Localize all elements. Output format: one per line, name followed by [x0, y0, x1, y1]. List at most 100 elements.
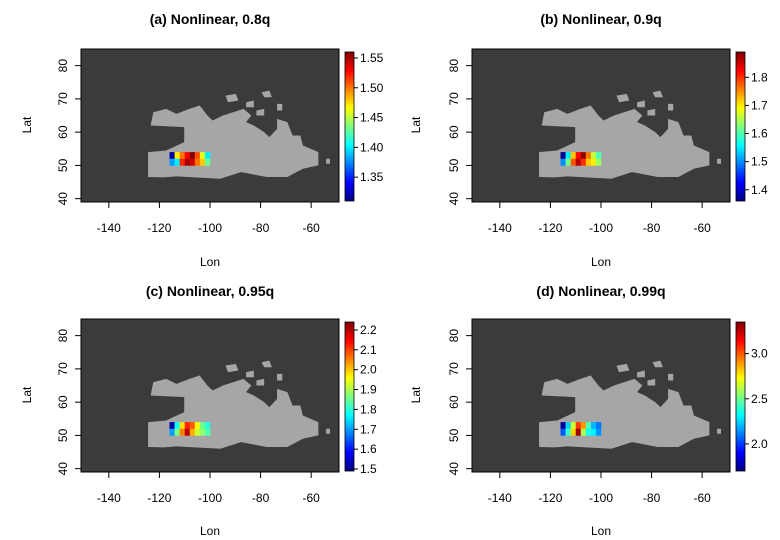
hotspot-cell	[590, 428, 597, 436]
y-tick-label: 40	[447, 462, 461, 476]
y-tick-label: 80	[447, 59, 461, 73]
y-tick-label: 80	[56, 329, 70, 343]
y-axis-ticks: 40 50 60 70 80	[447, 329, 472, 476]
x-tick-label: -80	[252, 491, 270, 505]
y-tick-label: 40	[56, 462, 70, 476]
colorbar	[735, 321, 746, 472]
x-tick-label: -100	[589, 491, 613, 505]
hotspot-cell	[184, 152, 191, 160]
x-tick-label: -60	[694, 221, 712, 235]
hotspot-cell	[199, 422, 206, 430]
hotspot-cell	[179, 152, 186, 160]
y-axis-label: Lat	[409, 386, 423, 403]
hotspot-cell	[194, 152, 201, 160]
hotspot-cell	[560, 422, 566, 430]
hotspot-cell	[194, 158, 201, 166]
x-tick-label: -140	[488, 491, 512, 505]
y-tick-label: 60	[447, 125, 461, 139]
y-tick-label: 50	[447, 158, 461, 172]
hotspot-cell	[575, 152, 582, 160]
colorbar	[735, 51, 746, 202]
hotspot-cell	[179, 158, 186, 166]
y-axis-ticks: 40 50 60 70 80	[447, 59, 472, 206]
hotspot-cells	[169, 152, 211, 166]
hotspot-cell	[565, 152, 571, 160]
hotspot-cell	[595, 428, 602, 436]
colorbar-tick-label: 1.35	[360, 170, 384, 184]
y-tick-label: 40	[447, 192, 461, 206]
hotspot-cell	[184, 422, 191, 430]
colorbar-tick-label: 1.7	[751, 98, 768, 112]
y-axis-label: Lat	[20, 116, 34, 133]
hotspot-cell	[204, 428, 211, 436]
hotspot-cell	[169, 158, 175, 166]
x-tick-label: -100	[198, 491, 222, 505]
hotspot-cell	[204, 152, 211, 160]
x-tick-label: -140	[97, 221, 121, 235]
hotspot-cell	[585, 428, 592, 436]
x-tick-label: -60	[694, 491, 712, 505]
hotspot-cell	[204, 422, 211, 430]
y-tick-label: 40	[56, 192, 70, 206]
y-tick-label: 70	[56, 362, 70, 376]
hotspot-cell	[580, 422, 587, 430]
x-tick-label: -140	[97, 491, 121, 505]
hotspot-cell	[570, 158, 577, 166]
colorbar-tick-label: 1.6	[751, 127, 768, 141]
x-tick-label: -80	[643, 221, 661, 235]
y-axis-label: Lat	[409, 116, 423, 133]
y-tick-label: 80	[56, 59, 70, 73]
y-axis-ticks: 40 50 60 70 80	[56, 329, 81, 476]
hotspot-cell	[199, 152, 206, 160]
hotspot-cells	[560, 422, 602, 436]
hotspot-cell	[194, 422, 201, 430]
hotspot-cell	[169, 428, 175, 436]
hotspot-cell	[174, 152, 180, 160]
x-axis-ticks: -140 -120 -100 -80 -60	[488, 201, 712, 235]
panel-d: (d) Nonlinear, 0.99q -140 -120 -100 -80 -60 …	[409, 283, 768, 538]
x-tick-label: -80	[643, 491, 661, 505]
colorbar-tick-label: 1.4	[751, 183, 768, 197]
hotspot-cell	[174, 422, 180, 430]
hotspot-cell	[570, 428, 577, 436]
y-tick-label: 60	[56, 125, 70, 139]
colorbar-tick-label: 2.2	[360, 323, 377, 337]
x-tick-label: -60	[303, 221, 321, 235]
x-axis-label: Lon	[200, 255, 220, 269]
hotspot-cell	[189, 428, 196, 436]
hotspot-cell	[580, 428, 587, 436]
colorbar-ticks: 1.35 1.40 1.45 1.50 1.55	[354, 51, 384, 184]
x-tick-label: -120	[538, 491, 562, 505]
hotspot-cell	[590, 422, 597, 430]
hotspot-cell	[585, 152, 592, 160]
hotspot-cell	[570, 152, 577, 160]
hotspot-cell	[575, 428, 582, 436]
x-tick-label: -100	[198, 221, 222, 235]
hotspot-cell	[575, 158, 582, 166]
hotspot-cell	[174, 158, 180, 166]
hotspot-cell	[179, 428, 186, 436]
colorbar-tick-label: 3.0	[751, 347, 768, 361]
hotspot-cell	[199, 428, 206, 436]
hotspot-cell	[189, 422, 196, 430]
colorbar-ticks: 1.5 1.6 1.7 1.8 1.9 2.0 2.1 2.2	[354, 323, 377, 476]
panel-title: (b) Nonlinear, 0.9q	[540, 11, 661, 27]
y-tick-label: 60	[56, 395, 70, 409]
colorbar-tick-label: 1.40	[360, 140, 384, 154]
x-axis-label: Lon	[591, 524, 611, 538]
panel-c: (c) Nonlinear, 0.95q -140 -120 -100 -80 -60 …	[20, 283, 377, 538]
hotspot-cell	[189, 152, 196, 160]
colorbar	[344, 51, 355, 202]
hotspot-cell	[580, 158, 587, 166]
y-tick-label: 50	[56, 158, 70, 172]
colorbar-tick-label: 1.8	[751, 70, 768, 84]
hotspot-cell	[580, 152, 587, 160]
y-tick-label: 70	[447, 362, 461, 376]
hotspot-cell	[565, 158, 571, 166]
colorbar-tick-label: 2.1	[360, 343, 377, 357]
x-axis-ticks: -140 -120 -100 -80 -60	[97, 201, 321, 235]
panel-title: (c) Nonlinear, 0.95q	[146, 283, 274, 299]
hotspot-cells	[169, 422, 211, 436]
hotspot-cell	[169, 422, 175, 430]
